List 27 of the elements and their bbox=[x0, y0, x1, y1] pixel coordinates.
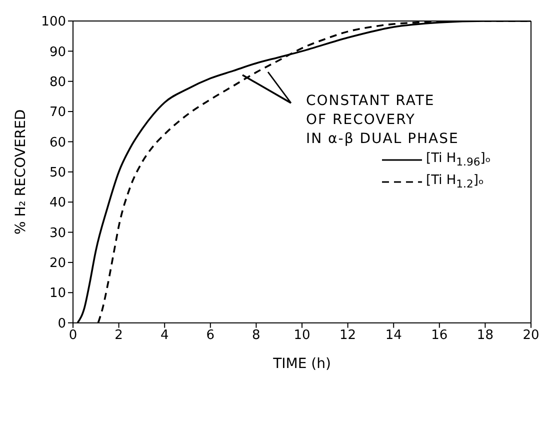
y-tick-label: 30 bbox=[49, 226, 66, 241]
y-tick-label: 20 bbox=[49, 256, 66, 272]
x-tick-label: 4 bbox=[160, 328, 169, 344]
annotation: CONSTANT RATE OF RECOVERY IN α-β DUAL PHASE bbox=[306, 92, 459, 149]
x-tick-label: 2 bbox=[114, 328, 123, 344]
y-tick-label: 10 bbox=[49, 286, 66, 302]
x-tick-label: 0 bbox=[68, 328, 78, 344]
y-axis-title: % H₂ RECOVERED bbox=[12, 109, 29, 235]
legend-label: [Ti H$_{1.96}$]ₒ bbox=[426, 151, 491, 170]
y-tick-label: 0 bbox=[58, 316, 66, 332]
x-tick-label: 18 bbox=[476, 328, 494, 344]
x-axis-title: TIME (h) bbox=[272, 356, 331, 372]
y-tick-label: 40 bbox=[49, 196, 66, 211]
x-tick-label: 6 bbox=[206, 328, 215, 344]
y-tick-label: 50 bbox=[49, 166, 66, 181]
x-tick-label: 14 bbox=[385, 328, 402, 344]
x-tick-label: 20 bbox=[522, 328, 540, 344]
y-tick-label: 60 bbox=[49, 135, 66, 150]
y-tick-label: 90 bbox=[49, 44, 66, 60]
y-tick-label: 80 bbox=[49, 74, 66, 90]
y-tick-label: 100 bbox=[41, 14, 66, 30]
x-tick-label: 8 bbox=[252, 328, 260, 344]
x-tick-label: 10 bbox=[294, 328, 310, 344]
y-tick-label: 70 bbox=[49, 105, 66, 120]
x-tick-label: 16 bbox=[431, 328, 448, 344]
x-tick-label: 12 bbox=[340, 328, 356, 344]
legend-label: [Ti H$_{1.2}$]ₒ bbox=[426, 173, 484, 191]
